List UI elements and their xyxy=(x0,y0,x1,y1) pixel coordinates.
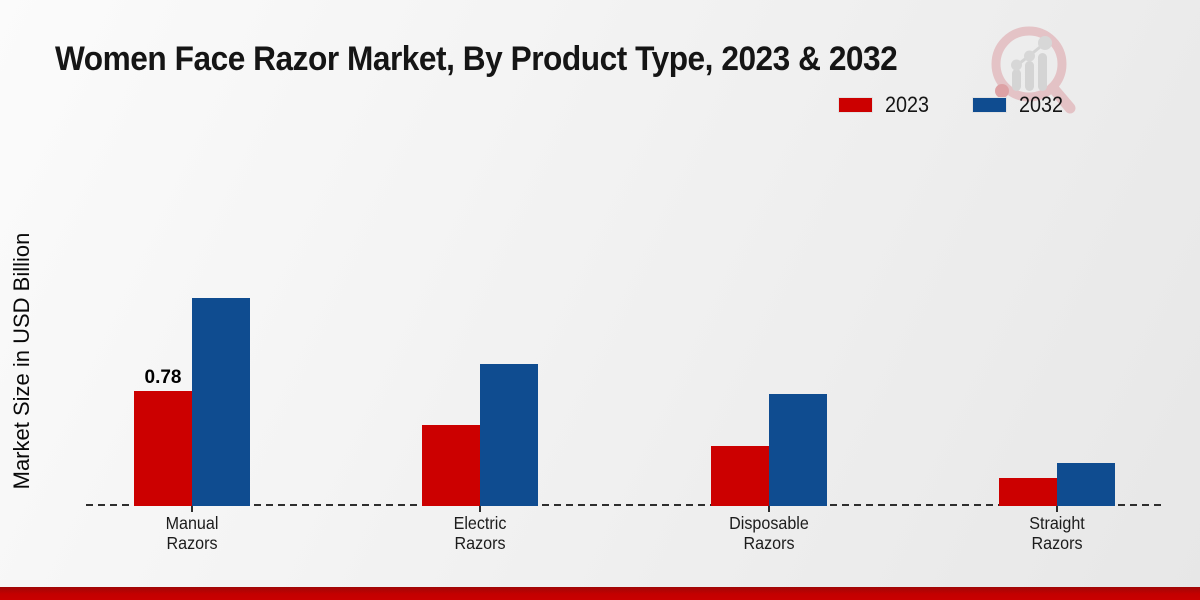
legend-swatch-2023 xyxy=(838,97,873,113)
bottom-accent-bar xyxy=(0,587,1200,600)
x-axis-tick xyxy=(1055,506,1058,512)
bar-2023-category-0 xyxy=(134,391,192,506)
category-label: Straight Razors xyxy=(1029,513,1085,553)
legend-label: 2023 xyxy=(885,92,930,117)
bar-2023-category-3 xyxy=(998,477,1057,506)
x-axis-tick xyxy=(191,506,193,512)
bar-2032-category-2 xyxy=(768,393,827,506)
chart-title: Women Face Razor Market, By Product Type… xyxy=(55,40,898,78)
bar-2023-category-2 xyxy=(710,445,769,506)
bar-2032-category-0 xyxy=(192,298,250,506)
category-label: Disposable Razors xyxy=(728,513,809,553)
category-label: Electric Razors xyxy=(453,513,507,553)
legend-item-2023: 2023 xyxy=(838,92,934,118)
legend-label: 2032 xyxy=(1018,92,1064,117)
legend: 2023 2032 xyxy=(838,92,1068,118)
legend-item-2032: 2032 xyxy=(971,92,1068,118)
bar-2032-category-1 xyxy=(480,364,539,506)
bar-data-label: 0.78 xyxy=(144,367,182,389)
legend-swatch-2032 xyxy=(971,97,1007,113)
bar-2032-category-3 xyxy=(1056,463,1115,506)
market-research-magnifier-logo xyxy=(991,26,1076,114)
category-label: Manual Razors xyxy=(165,513,219,553)
x-axis-baseline xyxy=(86,504,1163,506)
x-axis-tick xyxy=(479,506,482,512)
bar-2023-category-1 xyxy=(422,424,481,506)
x-axis-tick xyxy=(767,506,770,512)
